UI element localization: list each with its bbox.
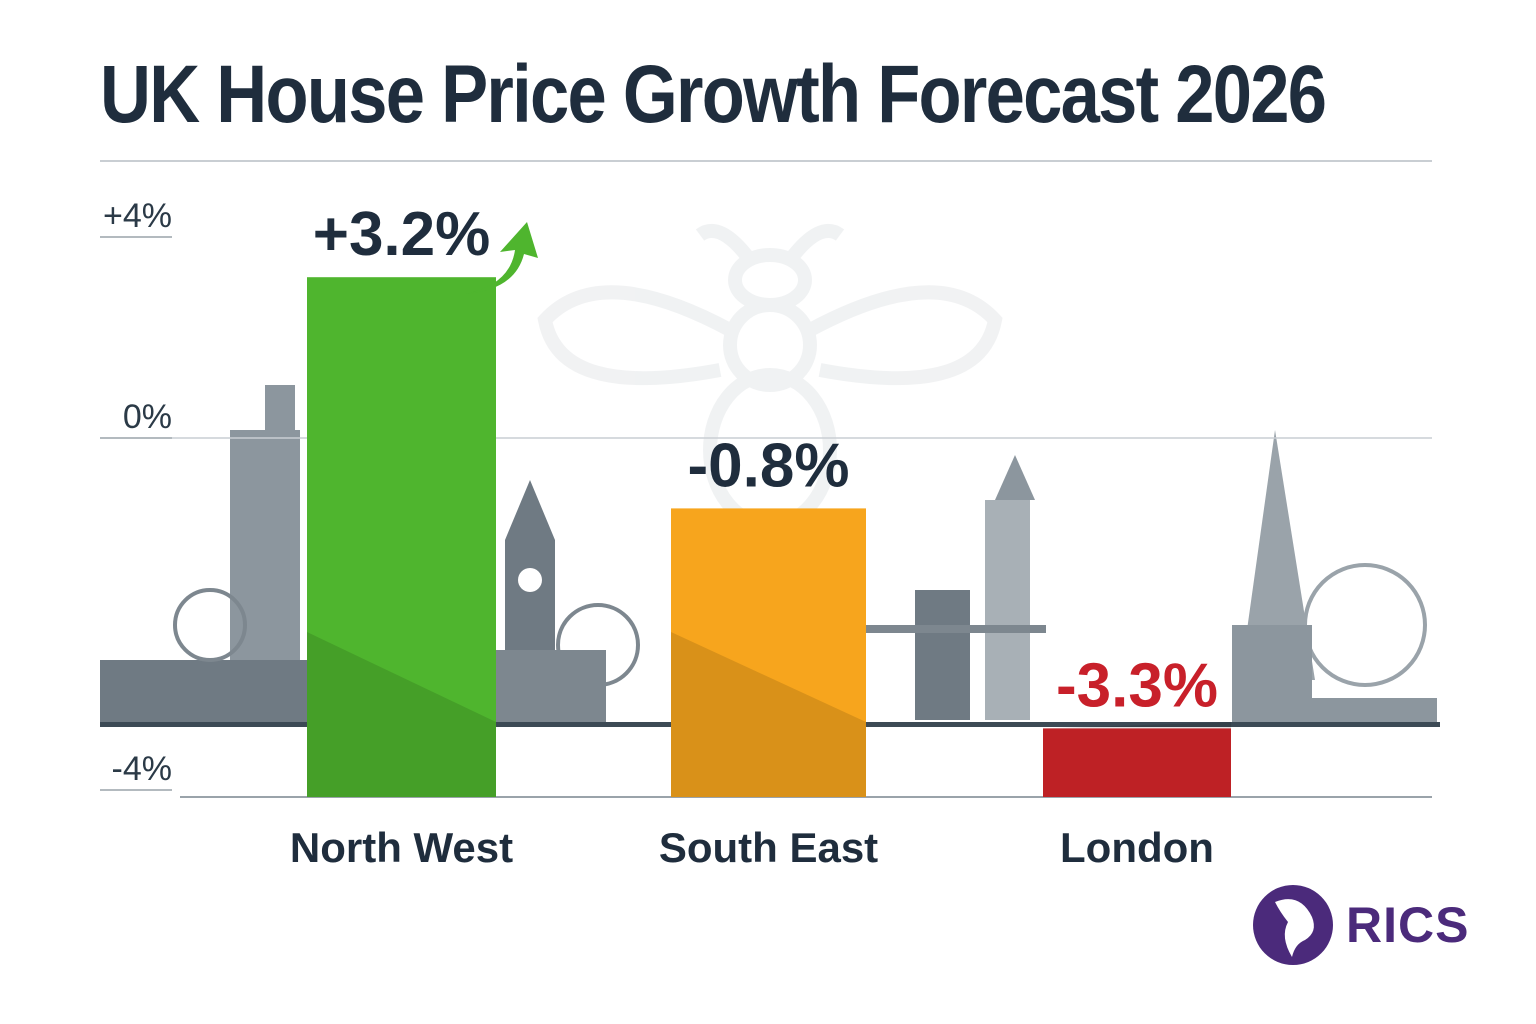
data-label: +3.2% [313, 200, 491, 269]
bar-shade [671, 632, 866, 797]
rics-logo: RICS [1250, 882, 1469, 968]
y-tick-label: 0% [123, 398, 172, 436]
lion-icon [1253, 885, 1333, 965]
x-tick-label: North West [290, 824, 513, 871]
bar-north-west [307, 277, 496, 797]
logo-text: RICS [1346, 897, 1470, 953]
chart-title: UK House Price Growth Forecast 2026 [100, 49, 1327, 140]
bar-south-east [671, 508, 866, 797]
bar-shade [307, 632, 496, 797]
bee-watermark-icon [537, 224, 1003, 532]
bar-london [1043, 728, 1231, 797]
y-tick-label: -4% [112, 750, 172, 788]
data-label: -3.3% [1056, 651, 1218, 720]
data-label: -0.8% [688, 431, 850, 500]
x-tick-label: London [1060, 824, 1214, 871]
bar-shade [1043, 722, 1231, 797]
green-up-arrow-icon [465, 222, 538, 294]
x-tick-label: South East [659, 824, 878, 871]
y-tick-label: +4% [103, 197, 172, 235]
title-divider [100, 160, 1432, 162]
